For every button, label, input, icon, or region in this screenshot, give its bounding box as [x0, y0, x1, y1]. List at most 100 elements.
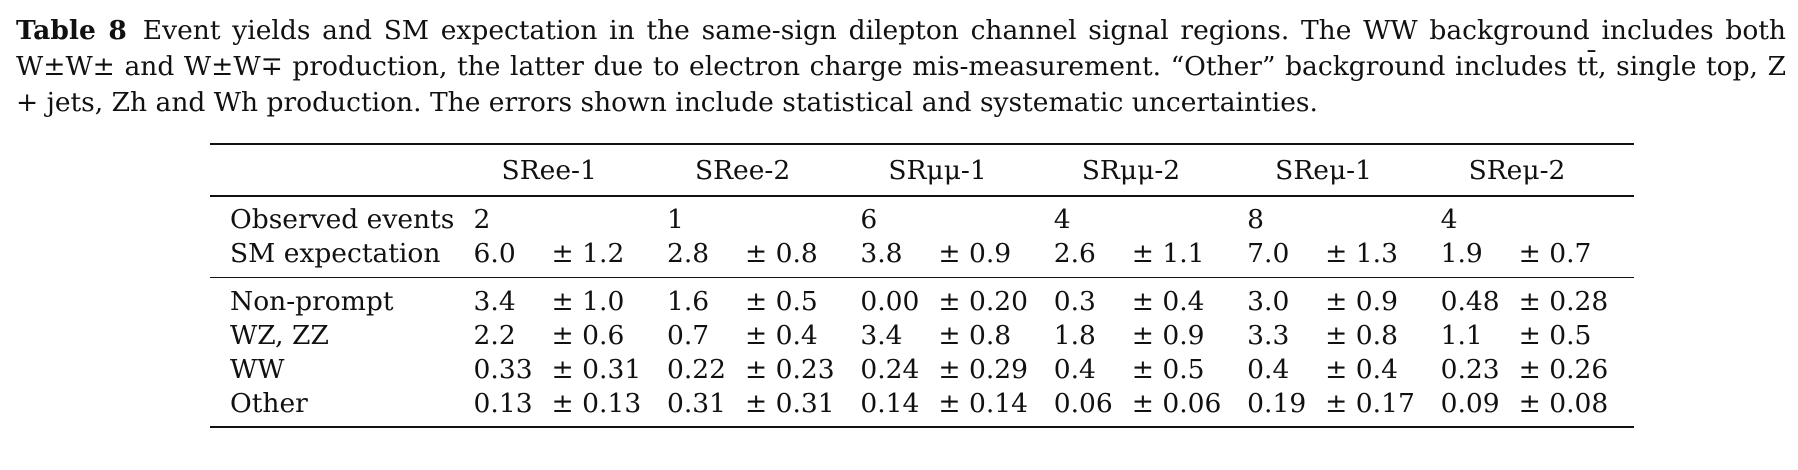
table-top-rule — [210, 143, 1634, 145]
table-cell: 0.31 ± 0.31 — [667, 386, 860, 426]
table-cell: 3.0 ± 0.9 — [1247, 278, 1440, 318]
table-cell: 4 — [1441, 197, 1634, 237]
cell-value: 2.2 — [473, 319, 516, 351]
header-row: SRee-1 SRee-2 SRμμ-1 SRμμ-2 SReμ-1 SReμ-… — [210, 145, 1634, 195]
section-rule — [210, 276, 1634, 278]
table-cell: 0.33 ± 0.31 — [474, 352, 667, 386]
cell-value: 8 — [1247, 204, 1265, 235]
sm-expectation-row: SM expectation 6.0 ± 1.2 2.8 ± 0.8 3.8 ± 0.… — [210, 237, 1634, 277]
cell-value: 3.4 — [473, 285, 516, 317]
cell-error: ± 0.9 — [1325, 285, 1398, 317]
results-table: SRee-1 SRee-2 SRμμ-1 SRμμ-2 SReμ-1 SReμ-… — [210, 143, 1634, 428]
cell-error: ± 0.8 — [1325, 319, 1398, 351]
background-row-other: Other 0.13 ± 0.13 0.31 ± 0.31 0.14 ± 0.14 0… — [210, 386, 1634, 426]
cell-value: 0.06 — [1053, 387, 1113, 419]
row-label: WZ, ZZ — [230, 319, 329, 351]
cell-value: 0.13 — [473, 387, 533, 419]
cell-value: 0.3 — [1053, 285, 1096, 317]
cell-error: ± 0.31 — [744, 387, 835, 419]
table-cell: 7.0 ± 1.3 — [1247, 237, 1440, 277]
table-cell: 6.0 ± 1.2 — [474, 237, 667, 277]
table-cell: 2 — [474, 197, 667, 237]
cell-error: ± 0.8 — [938, 319, 1012, 351]
table-cell: 0.00 ± 0.20 — [860, 278, 1053, 318]
background-row-ww: WW 0.33 ± 0.31 0.22 ± 0.23 0.24 ± 0.29 0.4 ±… — [210, 352, 1634, 386]
cell-error: ± 0.29 — [938, 353, 1028, 385]
cell-value: 0.23 — [1440, 353, 1500, 385]
cell-error: ± 1.2 — [551, 238, 625, 269]
cell-value: 0.24 — [860, 353, 920, 385]
table-cell: 8 — [1247, 197, 1440, 237]
table-cell: 1.8 ± 0.9 — [1054, 318, 1247, 352]
table-cell: 0.19 ± 0.17 — [1247, 386, 1440, 426]
cell-error: ± 0.7 — [1518, 238, 1592, 269]
observed-row: Observed events 2 1 6 4 8 4 — [210, 197, 1634, 237]
cell-value: 6.0 — [473, 238, 516, 269]
cell-value: 1.6 — [666, 285, 710, 317]
cell-value: 2.6 — [1053, 238, 1096, 269]
table-bottom-rule — [210, 426, 1634, 428]
table-caption: Table 8 Event yields and SM expectation i… — [16, 13, 1786, 121]
cell-value: 0.7 — [666, 319, 710, 351]
cell-error: ± 0.14 — [938, 387, 1028, 419]
table-cell: 0.13 ± 0.13 — [474, 386, 667, 426]
column-header: SReμ-2 — [1468, 154, 1566, 186]
table-cell: 1.1 ± 0.5 — [1441, 318, 1634, 352]
header-rule — [210, 195, 1634, 197]
cell-value: 3.4 — [860, 319, 903, 351]
table-cell: 0.4 ± 0.5 — [1054, 352, 1247, 386]
cell-error: ± 0.9 — [938, 238, 1012, 269]
background-row-nonprompt: Non-prompt 3.4 ± 1.0 1.6 ± 0.5 0.00 ± 0.20 … — [210, 278, 1634, 318]
cell-value: 1.1 — [1440, 319, 1483, 351]
row-label: SM expectation — [230, 238, 441, 269]
table-cell: 0.48 ± 0.28 — [1441, 278, 1634, 318]
table-cell: 0.24 ± 0.29 — [860, 352, 1053, 386]
cell-error: ± 0.5 — [744, 285, 818, 317]
table-cell: 3.4 ± 0.8 — [860, 318, 1053, 352]
cell-error: ± 0.13 — [551, 387, 642, 419]
table-cell: 0.14 ± 0.14 — [860, 386, 1053, 426]
cell-value: 0.00 — [860, 285, 920, 317]
column-header: SRμμ-2 — [1081, 154, 1181, 186]
cell-error: ± 0.4 — [1131, 285, 1205, 317]
column-header: SRee-2 — [694, 154, 791, 186]
caption-label: Table 8 — [16, 15, 127, 46]
cell-value: 0.09 — [1440, 387, 1500, 419]
cell-error: ± 0.4 — [1325, 353, 1398, 385]
cell-value: 3.3 — [1247, 319, 1290, 351]
cell-error: ± 0.20 — [938, 285, 1028, 317]
cell-value: 4 — [1053, 204, 1071, 235]
background-row-wz-zz: WZ, ZZ 2.2 ± 0.6 0.7 ± 0.4 3.4 ± 0.8 1.8 ± 0… — [210, 318, 1634, 352]
cell-error: ± 0.4 — [744, 319, 818, 351]
table-cell: 0.4 ± 0.4 — [1247, 352, 1440, 386]
table-cell: 0.09 ± 0.08 — [1441, 386, 1634, 426]
cell-value: 0.48 — [1440, 285, 1500, 317]
table-cell: 0.3 ± 0.4 — [1054, 278, 1247, 318]
table-cell: 0.23 ± 0.26 — [1441, 352, 1634, 386]
cell-error: ± 0.08 — [1518, 387, 1609, 419]
cell-value: 3.8 — [860, 238, 903, 269]
cell-value: 0.4 — [1053, 353, 1096, 385]
column-header: SReμ-1 — [1275, 154, 1372, 186]
row-label: Other — [230, 387, 308, 419]
cell-value: 0.19 — [1247, 387, 1307, 419]
cell-error: ± 0.8 — [744, 238, 818, 269]
cell-value: 4 — [1440, 204, 1458, 235]
cell-value: 0.31 — [666, 387, 726, 419]
table-cell: 2.2 ± 0.6 — [474, 318, 667, 352]
cell-error: ± 0.06 — [1131, 387, 1222, 419]
cell-value: 7.0 — [1247, 238, 1290, 269]
row-label: WW — [230, 353, 285, 385]
cell-value: 0.33 — [473, 353, 533, 385]
cell-value: 3.0 — [1247, 285, 1290, 317]
table-cell: 3.4 ± 1.0 — [474, 278, 667, 318]
cell-error: ± 0.5 — [1518, 319, 1592, 351]
cell-error: ± 0.28 — [1518, 285, 1609, 317]
cell-error: ± 0.5 — [1131, 353, 1205, 385]
cell-error: ± 0.31 — [551, 353, 642, 385]
cell-value: 2.8 — [666, 238, 710, 269]
cell-value: 2 — [473, 204, 491, 235]
table-cell: 0.06 ± 0.06 — [1054, 386, 1247, 426]
cell-error: ± 0.23 — [744, 353, 835, 385]
table-cell: 0.7 ± 0.4 — [667, 318, 860, 352]
